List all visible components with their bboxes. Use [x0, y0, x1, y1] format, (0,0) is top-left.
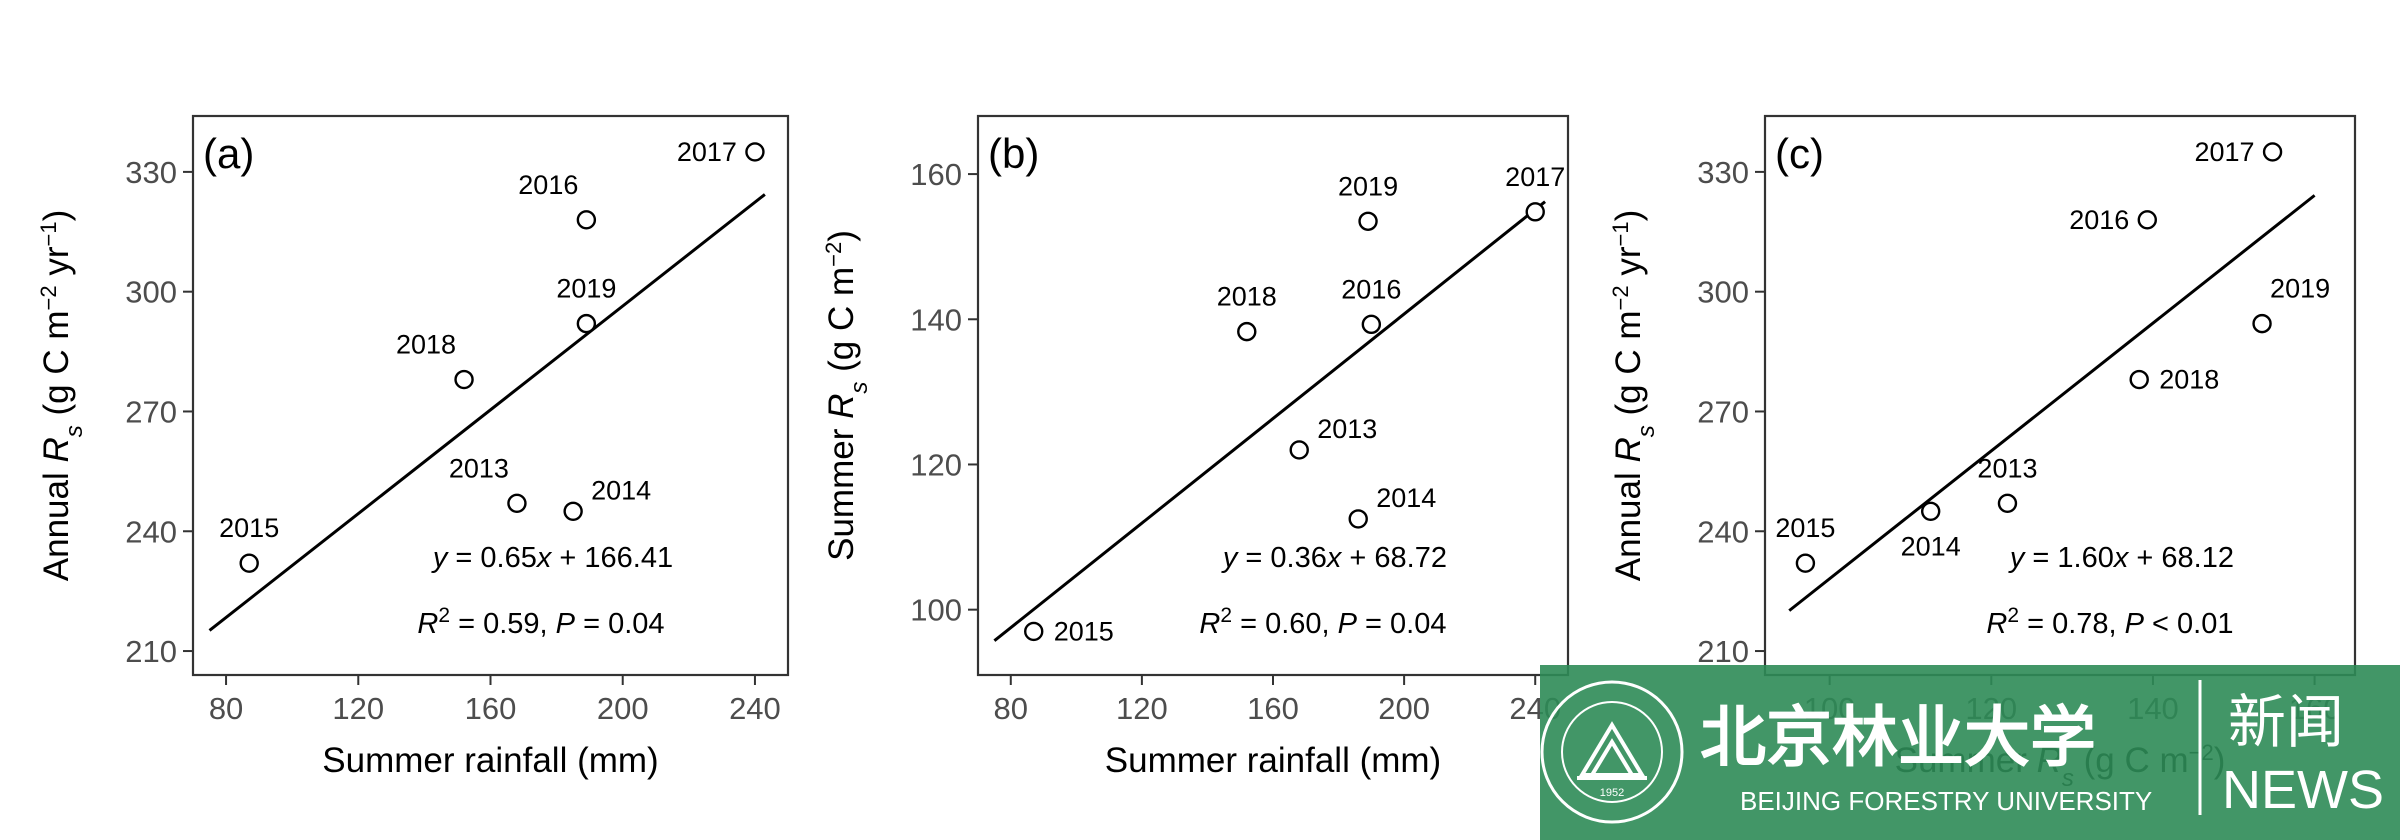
- panel-label: (b): [988, 130, 1039, 177]
- university-seal: 1952: [1540, 680, 1684, 824]
- point-label: 2015: [1054, 616, 1114, 646]
- y-tick-label: 160: [910, 157, 962, 192]
- data-point-2018: [454, 369, 474, 390]
- regression-stats: R2 = 0.59, P = 0.04: [417, 604, 664, 641]
- y-axis-title: Annual Rs (g C m−2 yr−1): [1608, 210, 1660, 581]
- y-tick-label: 270: [1697, 394, 1749, 429]
- point-label: 2019: [1338, 171, 1398, 201]
- y-axis-title: Summer Rs (g C m−2): [821, 230, 873, 561]
- news-cn: 新闻: [2228, 690, 2344, 755]
- point-label: 2017: [677, 137, 737, 167]
- x-axis-title: Summer rainfall (mm): [322, 741, 658, 780]
- point-label: 2019: [556, 274, 616, 304]
- chart-panel-a: 80 120 160 200 240 210 240 270 300 330 Summer rain…: [36, 114, 790, 780]
- data-point-2014: [1920, 501, 1941, 521]
- data-point-2019: [1358, 211, 1378, 231]
- x-tick-label: 160: [1247, 691, 1299, 726]
- regression-equation: y = 0.36x + 68.72: [1221, 542, 1447, 574]
- plot-frame: [191, 114, 790, 677]
- data-point-2013: [1289, 440, 1309, 460]
- y-tick-label: 330: [1697, 155, 1749, 190]
- y-tick-label: 240: [125, 514, 177, 549]
- x-tick-label: 200: [597, 691, 649, 726]
- panel-label: (a): [203, 130, 254, 177]
- university-name-cn: 北京林业大学: [1700, 700, 2096, 774]
- regression-line: [993, 200, 1546, 642]
- seal-year: 1952: [1600, 787, 1624, 799]
- data-point-2018: [2129, 369, 2149, 390]
- data-point-2014: [1348, 509, 1368, 529]
- point-label: 2016: [1341, 274, 1401, 304]
- data-point-2013: [1997, 493, 2018, 514]
- data-point-2015: [239, 553, 259, 573]
- y-tick-label: 300: [1697, 275, 1749, 310]
- regression-stats: R2 = 0.60, P = 0.04: [1199, 604, 1446, 641]
- point-label: 2014: [591, 475, 651, 505]
- regression-stats: R2 = 0.78, P < 0.01: [1986, 604, 2233, 641]
- data-point-2019: [576, 313, 597, 334]
- y-tick-label: 100: [910, 593, 962, 628]
- y-tick-label: 210: [125, 634, 177, 669]
- y-tick-label: 270: [125, 394, 177, 429]
- point-label: 2017: [2194, 137, 2254, 167]
- regression-line: [1788, 194, 2316, 612]
- data-point-2016: [1361, 314, 1382, 335]
- point-label: 2018: [396, 330, 456, 360]
- y-tick-label: 140: [910, 302, 962, 337]
- y-tick-label: 120: [910, 447, 962, 482]
- x-tick-label: 80: [994, 691, 1028, 726]
- data-point-2016: [2137, 210, 2157, 230]
- point-label: 2018: [2159, 365, 2219, 395]
- point-label: 2018: [1217, 282, 1277, 312]
- y-tick-label: 240: [1697, 514, 1749, 549]
- point-label: 2014: [1901, 531, 1961, 561]
- regression-equation: y = 0.65x + 166.41: [431, 542, 673, 574]
- data-point-2017: [745, 142, 765, 162]
- y-tick-label: 300: [125, 275, 177, 310]
- x-tick-label: 120: [332, 691, 384, 726]
- point-label: 2019: [2270, 274, 2330, 304]
- data-point-2015: [1024, 621, 1044, 642]
- data-point-2018: [1237, 321, 1257, 342]
- plot-frame: [976, 114, 1570, 677]
- data-point-2017: [2262, 142, 2283, 162]
- point-label: 2016: [518, 170, 578, 200]
- y-tick-label: 210: [1697, 634, 1749, 669]
- data-point-2017: [1525, 202, 1545, 222]
- data-point-2019: [2252, 313, 2272, 334]
- point-label: 2016: [2069, 205, 2129, 235]
- point-label: 2014: [1376, 483, 1436, 513]
- y-axis-title: Annual Rs (g C m−2 yr−1): [36, 210, 88, 581]
- x-tick-label: 120: [1116, 691, 1168, 726]
- watermark-banner: 1952 北京林业大学 BEIJING FORESTRY UNIVERSITY …: [1540, 665, 2400, 840]
- point-label: 2015: [1775, 513, 1835, 543]
- x-tick-label: 240: [729, 691, 781, 726]
- x-tick-label: 80: [209, 691, 243, 726]
- panel-label: (c): [1775, 130, 1824, 177]
- news-en: NEWS: [2222, 760, 2384, 820]
- y-tick-label: 330: [125, 155, 177, 190]
- university-name-en: BEIJING FORESTRY UNIVERSITY: [1740, 786, 2152, 816]
- x-tick-label: 160: [465, 691, 517, 726]
- data-point-2016: [576, 210, 597, 230]
- regression-equation: y = 1.60x + 68.12: [2008, 542, 2234, 574]
- data-point-2014: [563, 501, 583, 521]
- data-point-2015: [1795, 553, 1816, 573]
- point-label: 2017: [1505, 162, 1565, 192]
- x-tick-label: 200: [1378, 691, 1430, 726]
- point-label: 2013: [1977, 453, 2037, 483]
- regression-line: [208, 193, 766, 632]
- point-label: 2013: [1317, 414, 1377, 444]
- point-label: 2013: [449, 453, 509, 483]
- point-label: 2015: [219, 513, 279, 543]
- data-point-2013: [507, 493, 527, 514]
- x-axis-title: Summer rainfall (mm): [1105, 741, 1441, 780]
